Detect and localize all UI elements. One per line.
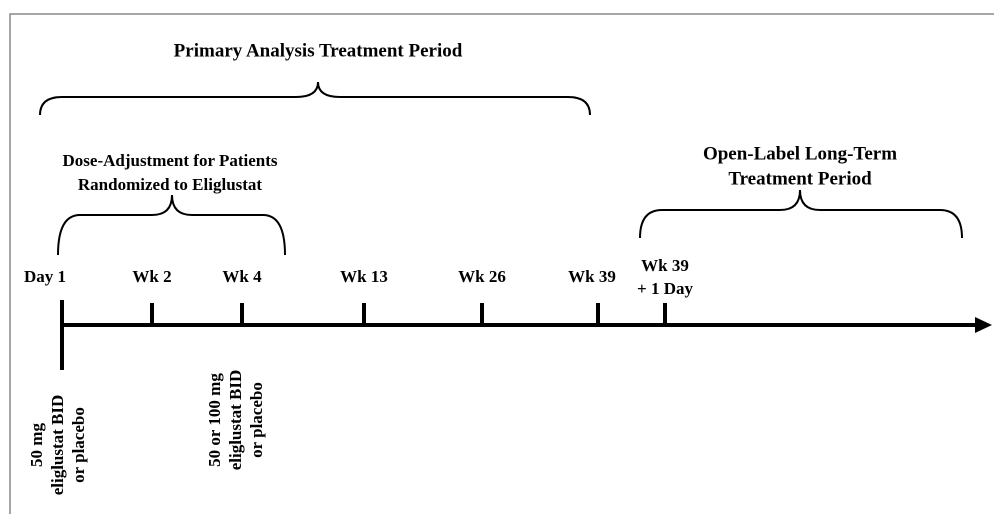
timepoint-label: Wk 39 (641, 256, 689, 275)
dose-adjustment-brace (57, 194, 286, 256)
open-label-label: Treatment Period (728, 168, 872, 189)
dose-note: eliglustat BID (48, 395, 67, 496)
dose-note: or placebo (69, 407, 88, 483)
dose-note: eliglustat BID (226, 370, 245, 471)
timepoint-label: Wk 39 (568, 267, 616, 286)
timepoint-label: + 1 Day (637, 279, 693, 298)
primary-brace (39, 81, 591, 116)
timepoint-label: Wk 26 (458, 267, 506, 286)
axis-arrow (975, 317, 992, 333)
timepoint-label: Wk 4 (222, 267, 262, 286)
timepoint-label: Wk 13 (340, 267, 388, 286)
timepoint-label: Day 1 (24, 267, 66, 286)
dose-note: or placebo (247, 382, 266, 458)
timepoint-label: Wk 2 (132, 267, 171, 286)
dose-adjustment-label: Dose-Adjustment for Patients (63, 151, 278, 170)
open-label-label: Open-Label Long-Term (703, 143, 897, 164)
dose-note: 50 or 100 mg (205, 373, 224, 467)
primary-period-label: Primary Analysis Treatment Period (174, 40, 463, 61)
frame (9, 13, 994, 514)
dose-note: 50 mg (27, 423, 46, 467)
dose-adjustment-label: Randomized to Eliglustat (78, 175, 263, 194)
open-label-brace (639, 189, 963, 239)
